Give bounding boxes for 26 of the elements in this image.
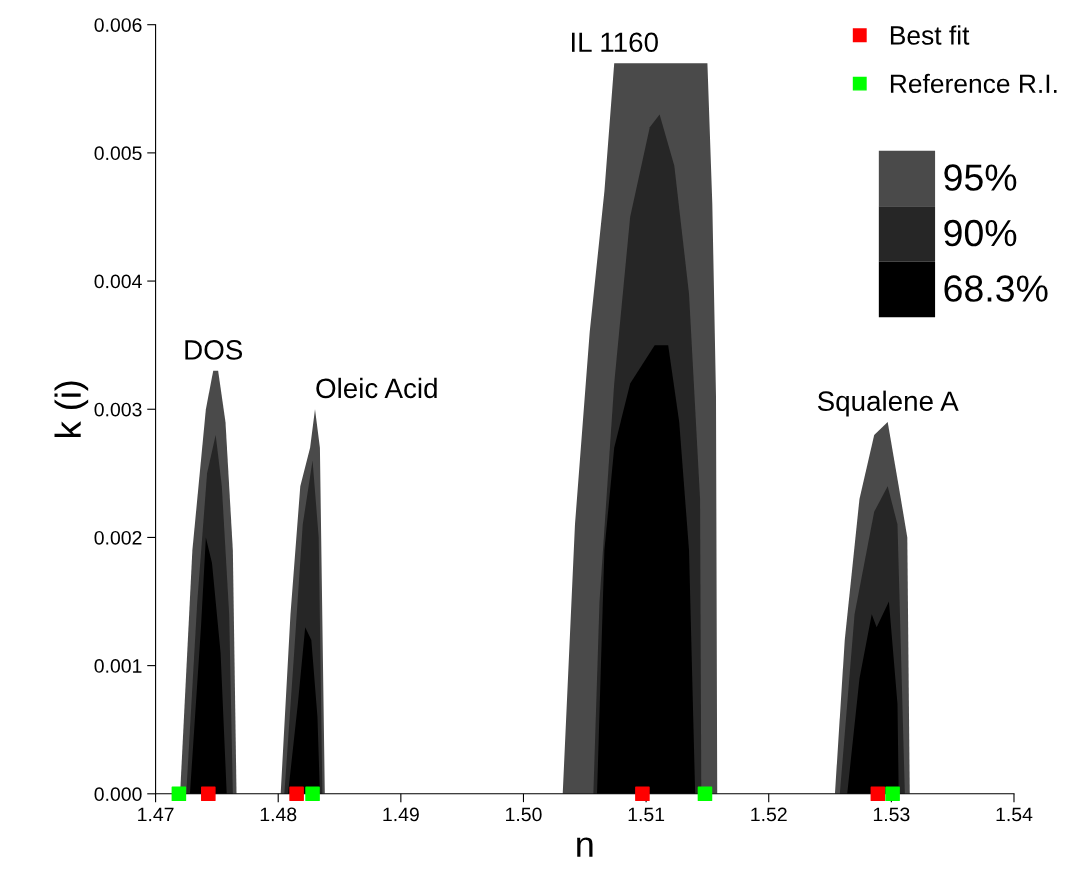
x-tick-label: 1.50 [506, 807, 542, 822]
y-tick-label: 0.001 [94, 659, 142, 673]
x-tick-label: 1.48 [260, 807, 297, 822]
y-tick-label: 0.005 [94, 146, 142, 161]
y-tick-label: 0.003 [94, 402, 142, 417]
legend-label: Best fit [890, 25, 970, 45]
y-tick-label: 0.000 [94, 787, 142, 802]
legend-label: 68.3% [944, 275, 1048, 302]
x-axis-title: n [577, 837, 593, 857]
y-tick-label: 0.004 [94, 274, 142, 289]
x-tick-label: 1.52 [751, 807, 787, 822]
annotation: Oleic Acid [316, 377, 437, 399]
legend-label: Reference R.I. [890, 73, 1057, 94]
x-tick-label: 1.51 [628, 807, 665, 822]
y-tick-label: 0.002 [94, 530, 142, 545]
y-tick-label: 0.006 [94, 18, 142, 32]
x-tick-label: 1.49 [383, 807, 419, 822]
x-tick-label: 1.47 [138, 807, 174, 822]
annotation: IL 1160 [571, 32, 658, 53]
legend-label: 90% [944, 219, 1017, 247]
legend-label: 95% [944, 164, 1017, 191]
y-axis-title: k (i) [54, 381, 89, 437]
annotation: Squalene A [817, 390, 959, 417]
x-tick-label: 1.54 [996, 807, 1033, 822]
x-tick-label: 1.53 [873, 807, 910, 822]
annotation: DOS [185, 340, 243, 360]
